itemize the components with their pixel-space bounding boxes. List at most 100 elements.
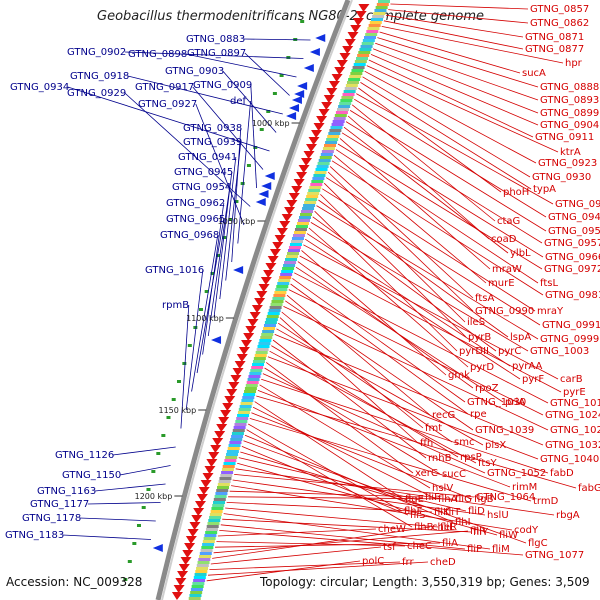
gene-band (287, 249, 300, 252)
cds-arrow-forward (334, 67, 346, 75)
gene-leader-left (191, 234, 219, 392)
cds-arrow-forward (313, 123, 325, 131)
gene-label-left: GTNG_0898 (128, 49, 187, 60)
feature-mark (204, 290, 209, 293)
feature-mark (210, 272, 215, 275)
gene-label-right: GTNG_0893 (540, 95, 599, 106)
gene-label-right: GTNG_0942 (555, 199, 600, 210)
gene-band (208, 519, 221, 522)
cds-arrow-forward (258, 284, 270, 292)
gene-label-right: GTNG_1028 (550, 425, 600, 436)
gene-label-right: GTNG_0871 (525, 32, 584, 43)
genome-backbone-shadow (161, 0, 353, 600)
gene-leader-right (267, 356, 539, 460)
gene-label-right: ftsA (475, 293, 494, 304)
cds-arrow-forward (350, 25, 362, 33)
cds-arrow-forward (214, 431, 226, 439)
gene-band (286, 255, 299, 258)
gene-label-right: fliA (442, 538, 458, 549)
cds-arrow-forward (171, 592, 183, 600)
gene-label-right: lspA (510, 332, 531, 343)
gene-band (242, 396, 255, 399)
gene-band (269, 306, 282, 309)
gene-label-right: ileS (467, 317, 485, 328)
gene-band (275, 288, 288, 291)
gene-leader-left (244, 52, 290, 96)
gene-label-right: carB (560, 374, 583, 385)
cds-arrow-reverse (303, 64, 314, 72)
gene-band (199, 552, 212, 555)
kbp-tick-label: 1000 kbp (252, 119, 290, 128)
gene-label-right: GTNG_1003 (530, 346, 589, 357)
gene-band (245, 384, 258, 387)
gene-band (210, 510, 223, 513)
gene-leader-left (219, 156, 237, 300)
gene-label-right: priA (505, 397, 525, 408)
gene-label-right: flhA (438, 494, 458, 505)
cds-arrow-reverse (286, 112, 297, 120)
gene-band (353, 63, 366, 66)
gene-band (303, 204, 316, 207)
gene-leader-right (303, 244, 559, 380)
gene-leader-right (257, 390, 511, 488)
gene-band (258, 342, 271, 345)
gene-leader-left (62, 534, 152, 540)
gene-band (217, 486, 230, 489)
gene-band (285, 258, 298, 261)
gene-label-right: cheR (432, 522, 457, 533)
gene-band (253, 357, 266, 360)
cds-arrow-forward (208, 452, 220, 460)
gene-band (313, 174, 326, 177)
gene-label-left: GTNG_1163 (37, 486, 96, 497)
gene-band (263, 324, 276, 327)
gene-band (260, 336, 273, 339)
gene-band (349, 75, 362, 78)
gene-leader-right (379, 31, 521, 74)
gene-leader-right (269, 350, 477, 464)
gene-band (355, 57, 368, 60)
gene-label-right: sucC (442, 469, 466, 480)
gene-leader-right (286, 294, 431, 416)
cds-arrow-forward (267, 256, 279, 264)
gene-label-left: GTNG_0939 (183, 137, 242, 148)
gene-label-right: ktrA (560, 147, 581, 158)
gene-leader-right (210, 546, 382, 565)
gene-label-right: pyrC (498, 346, 521, 357)
gene-band (263, 327, 276, 330)
gene-leader-right (226, 502, 433, 513)
gene-band (226, 453, 239, 456)
gene-band (252, 363, 265, 366)
cds-arrow-reverse (255, 198, 266, 206)
cds-arrow-forward (195, 501, 207, 509)
gene-label-left: GTNG_0897 (187, 48, 246, 59)
feature-mark (228, 218, 233, 221)
cds-arrow-forward (220, 410, 232, 418)
gene-label-right: GTNG_0972 (544, 264, 600, 275)
gene-band (301, 210, 314, 213)
gene-band (365, 33, 378, 36)
feature-mark (171, 398, 176, 401)
cds-arrow-forward (347, 32, 359, 40)
gene-leader-left (87, 502, 161, 505)
genome-backbone (155, 0, 351, 600)
gene-band (227, 447, 240, 450)
cds-arrow-forward (204, 466, 216, 474)
gene-leader-right (385, 14, 524, 38)
gene-band (361, 42, 374, 45)
gene-label-left: GTNG_0965 (166, 214, 225, 225)
gene-band (320, 153, 333, 156)
gene-label-right: GTNG_0981 (545, 290, 600, 301)
cds-arrow-forward (291, 186, 303, 194)
cds-arrow-forward (232, 368, 244, 376)
gene-label-right: hslV (432, 483, 453, 494)
gene-label-right: GTNG_0857 (530, 4, 589, 15)
cds-arrow-reverse (233, 266, 244, 274)
gene-label-right: flhF (404, 506, 423, 517)
gene-label-right: frr (402, 557, 414, 568)
gene-label-right: fabD (550, 468, 574, 479)
gene-leader-right (364, 70, 537, 164)
gene-label-right: hslU (487, 510, 509, 521)
gene-band (296, 222, 309, 225)
cds-arrow-forward (175, 578, 187, 586)
gene-label-right: polC (362, 556, 384, 567)
